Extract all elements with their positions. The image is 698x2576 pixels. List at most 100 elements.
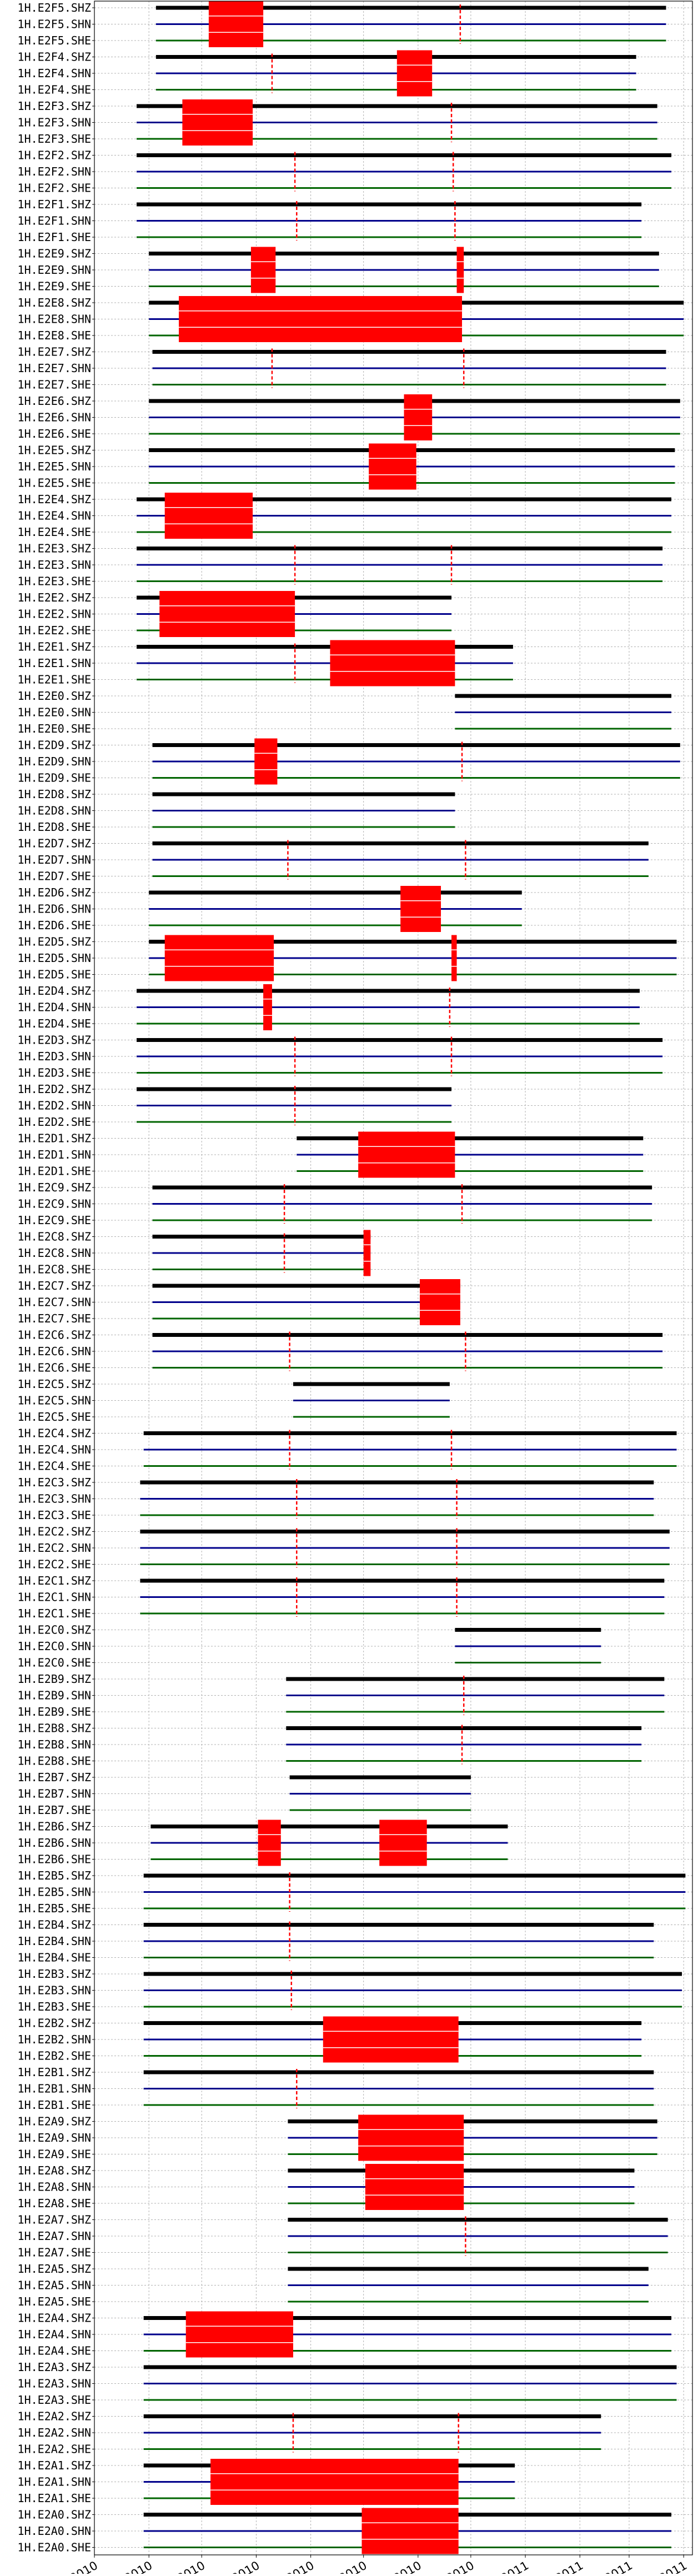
station-code: 1H.E2C6. xyxy=(18,1361,71,1375)
y-tick-label: 1H.E2C0.SHN xyxy=(18,1640,91,1653)
station-code: 1H.E2A2. xyxy=(18,2443,71,2456)
station-code: 1H.E2B4. xyxy=(18,1918,71,1932)
station-code: 1H.E2C4. xyxy=(18,1460,71,1473)
station-code: 1H.E2D6. xyxy=(18,886,71,899)
station-code: 1H.E2D8. xyxy=(18,820,71,834)
y-tick-label: 1H.E2A5.SHE xyxy=(18,2295,91,2308)
y-tick-label: 1H.E2C2.SHZ xyxy=(18,1525,91,1538)
station-code: 1H.E2A0. xyxy=(18,2524,71,2538)
channel-code: SHZ xyxy=(71,1771,91,1784)
station-code: 1H.E2A5. xyxy=(18,2279,71,2292)
y-tick-label: 1H.E2F4.SHE xyxy=(18,83,91,97)
y-tick-label: 1H.E2E5.SHN xyxy=(18,460,91,473)
y-tick-label: 1H.E2C8.SHN xyxy=(18,1246,91,1260)
station-code: 1H.E2A1. xyxy=(18,2459,71,2472)
gap-block xyxy=(404,394,433,440)
channel-code: SHZ xyxy=(71,2459,91,2472)
station-code: 1H.E2B9. xyxy=(18,1705,71,1718)
channel-code: SHE xyxy=(71,2000,91,2013)
channel-code: SHZ xyxy=(71,1623,91,1637)
station-code: 1H.E2A2. xyxy=(18,2410,71,2423)
y-tick-label: 1H.E2A5.SHN xyxy=(18,2279,91,2292)
gap-block xyxy=(451,935,457,981)
y-tick-label: 1H.E2F1.SHE xyxy=(18,230,91,244)
gap-block xyxy=(369,443,416,490)
station-code: 1H.E2E9. xyxy=(18,280,71,293)
channel-code: SHN xyxy=(71,2229,91,2243)
y-tick-label: 1H.E2B5.SHN xyxy=(18,1886,91,1899)
channel-code: SHN xyxy=(71,509,91,523)
channel-code: SHZ xyxy=(71,247,91,260)
y-tick-label: 1H.E2A4.SHZ xyxy=(18,2312,91,2325)
channel-code: SHE xyxy=(71,1803,91,1817)
channel-code: SHE xyxy=(71,525,91,539)
y-tick-label: 1H.E2D8.SHZ xyxy=(18,788,91,801)
y-tick-label: 1H.E2F1.SHN xyxy=(18,214,91,228)
channel-code: SHN xyxy=(71,263,91,277)
axes-frame xyxy=(94,1,693,2555)
y-tick-label: 1H.E2E9.SHN xyxy=(18,263,91,277)
y-tick-label: 1H.E2C4.SHN xyxy=(18,1443,91,1456)
gap-block xyxy=(379,1820,427,1866)
channel-code: SHE xyxy=(71,2541,91,2554)
y-tick-label: 1H.E2B4.SHE xyxy=(18,1951,91,1964)
y-tick-label: 1H.E2F1.SHZ xyxy=(18,198,91,211)
channel-code: SHN xyxy=(71,2033,91,2046)
channel-code: SHN xyxy=(71,2279,91,2292)
channel-code: SHN xyxy=(71,558,91,572)
channel-code: SHE xyxy=(71,968,91,981)
channel-code: SHE xyxy=(71,2492,91,2505)
channel-code: SHE xyxy=(71,1853,91,1866)
channel-code: SHE xyxy=(71,1115,91,1129)
y-tick-label: 1H.E2E4.SHN xyxy=(18,509,91,523)
station-code: 1H.E2B8. xyxy=(18,1755,71,1768)
y-tick-label: 1H.E2E3.SHE xyxy=(18,575,91,588)
series-layer xyxy=(137,1,686,2554)
y-tick-label: 1H.E2C3.SHE xyxy=(18,1508,91,1522)
channel-code: SHZ xyxy=(71,1476,91,1489)
station-code: 1H.E2B2. xyxy=(18,2033,71,2046)
channel-code: SHZ xyxy=(71,493,91,506)
y-tick-label: 1H.E2E3.SHN xyxy=(18,558,91,572)
station-code: 1H.E2F1. xyxy=(18,214,71,228)
channel-code: SHN xyxy=(71,2426,91,2439)
y-tick-label: 1H.E2B2.SHE xyxy=(18,2049,91,2063)
station-code: 1H.E2E9. xyxy=(18,247,71,260)
channel-code: SHZ xyxy=(71,2312,91,2325)
station-code: 1H.E2F5. xyxy=(18,34,71,47)
channel-code: SHE xyxy=(71,1017,91,1030)
y-tick-label: 1H.E2E8.SHZ xyxy=(18,296,91,309)
station-code: 1H.E2D7. xyxy=(18,853,71,866)
station-code: 1H.E2E7. xyxy=(18,362,71,375)
station-code: 1H.E2F3. xyxy=(18,99,71,113)
channel-code: SHZ xyxy=(71,984,91,998)
gap-block xyxy=(396,50,433,97)
channel-code: SHE xyxy=(71,771,91,785)
y-tick-label: 1H.E2D2.SHE xyxy=(18,1115,91,1129)
channel-code: SHN xyxy=(71,411,91,424)
y-tick-label: 1H.E2E0.SHZ xyxy=(18,689,91,703)
gap-block xyxy=(159,591,295,637)
channel-code: SHE xyxy=(71,722,91,735)
y-tick-label: 1H.E2D4.SHZ xyxy=(18,984,91,998)
channel-code: SHE xyxy=(71,2098,91,2112)
station-code: 1H.E2C8. xyxy=(18,1230,71,1244)
y-tick-label: 1H.E2D4.SHN xyxy=(18,1001,91,1014)
channel-code: SHE xyxy=(71,1361,91,1375)
station-code: 1H.E2A3. xyxy=(18,2393,71,2407)
channel-code: SHE xyxy=(71,2295,91,2308)
station-code: 1H.E2D7. xyxy=(18,837,71,850)
channel-code: SHN xyxy=(71,362,91,375)
gap-block xyxy=(185,2311,293,2358)
channel-code: SHN xyxy=(71,1984,91,1997)
station-code: 1H.E2E8. xyxy=(18,313,71,326)
station-code: 1H.E2D5. xyxy=(18,935,71,949)
y-tick-label: 1H.E2E5.SHZ xyxy=(18,444,91,457)
y-tick-label: 1H.E2D3.SHE xyxy=(18,1066,91,1080)
channel-code: SHE xyxy=(71,280,91,293)
y-tick-label: 1H.E2C7.SHN xyxy=(18,1296,91,1309)
y-tick-label: 1H.E2C3.SHN xyxy=(18,1492,91,1506)
station-code: 1H.E2B6. xyxy=(18,1853,71,1866)
channel-code: SHZ xyxy=(71,296,91,309)
